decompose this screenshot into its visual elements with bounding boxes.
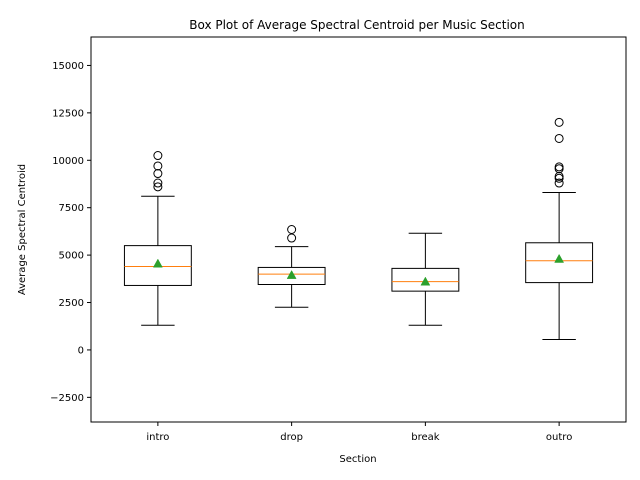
y-tick-label: 15000 <box>52 61 84 72</box>
outlier-point <box>554 117 564 127</box>
box-iqr <box>257 266 326 285</box>
outlier-point <box>554 133 564 143</box>
outlier-point <box>153 161 163 171</box>
outlier-point <box>554 162 564 172</box>
outlier-point <box>153 182 163 192</box>
y-tick-label: −2500 <box>50 393 84 404</box>
x-tick-label: drop <box>280 432 303 443</box>
y-tick-label: 0 <box>78 345 84 356</box>
x-axis-label: Section <box>339 454 376 465</box>
y-tick-label: 10000 <box>52 156 84 167</box>
plot-area: −2500 0 2500 5000 7500 10000 12500 15000 intro dr… <box>50 61 594 443</box>
outlier-point <box>287 225 297 234</box>
chart-title: Box Plot of Average Spectral Centroid pe… <box>189 18 525 32</box>
y-axis-label: Average Spectral Centroid <box>17 164 28 295</box>
box-iqr <box>525 242 594 284</box>
y-tick-label: 7500 <box>59 203 84 214</box>
mean-marker <box>420 276 431 286</box>
axes-frame <box>90 36 627 423</box>
outlier-point <box>554 178 564 188</box>
y-tick-label: 12500 <box>52 108 84 119</box>
mean-marker <box>152 258 163 268</box>
x-tick-label: intro <box>146 432 169 443</box>
mean-marker <box>554 253 565 263</box>
y-tick-label: 2500 <box>59 298 84 309</box>
box-iqr <box>391 267 460 292</box>
mean-marker <box>286 270 297 279</box>
x-tick-label: break <box>411 432 440 443</box>
y-tick-label: 5000 <box>59 251 84 262</box>
x-tick-label: outro <box>546 432 572 443</box>
box-iqr <box>123 245 192 286</box>
outlier-point <box>153 178 163 188</box>
outlier-point <box>287 233 297 243</box>
outlier-point <box>153 151 163 161</box>
